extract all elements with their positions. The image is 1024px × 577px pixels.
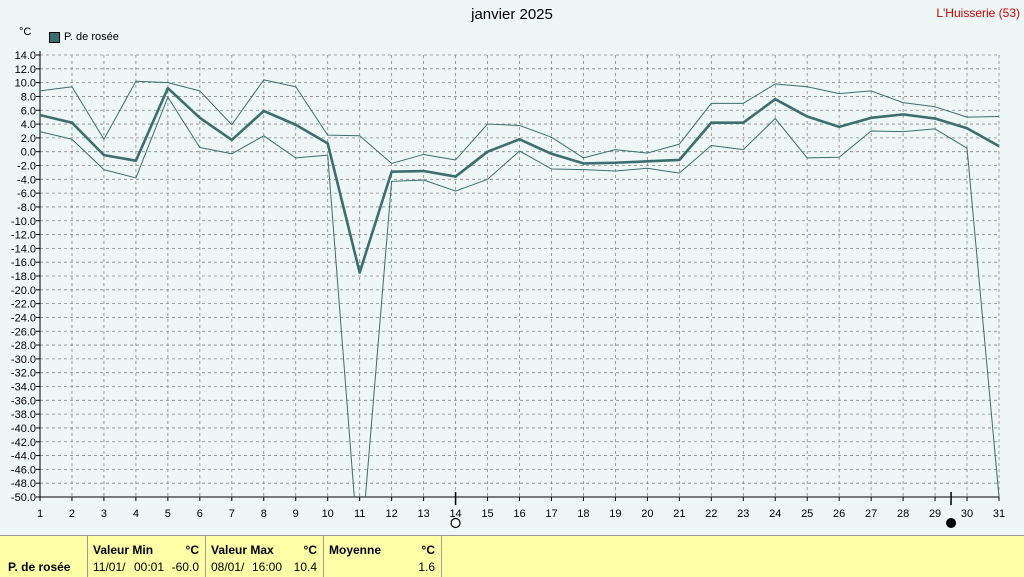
x-tick-label: 6	[197, 508, 203, 520]
y-tick-label: -24.0	[11, 312, 36, 324]
y-tick-label: -16.0	[11, 257, 36, 269]
legend: P. de rosée	[49, 31, 119, 43]
stats-footer: P. de rosée Valeur Min °C 11/01/ 00:01 -…	[0, 535, 1024, 577]
y-tick-label: -26.0	[11, 326, 36, 338]
x-tick-label: 31	[993, 508, 1005, 520]
x-tick-label: 17	[545, 508, 557, 520]
y-tick-label: 10.0	[15, 78, 36, 90]
stats-row-label: P. de rosée	[8, 560, 71, 574]
x-tick-label: 30	[961, 508, 973, 520]
y-tick-label: -48.0	[11, 478, 36, 490]
y-tick-label: -46.0	[11, 464, 36, 476]
x-tick-label: 4	[133, 508, 139, 520]
y-tick-label: -22.0	[11, 299, 36, 311]
y-tick-label: 6.0	[21, 105, 36, 117]
y-tick-label: 0.0	[21, 147, 36, 159]
y-tick-label: -10.0	[11, 216, 36, 228]
y-tick-label: 12.0	[15, 64, 36, 76]
series-line-max	[40, 79, 1000, 164]
max-unit: °C	[303, 543, 317, 557]
y-tick-label: 8.0	[21, 91, 36, 103]
x-tick-label: 28	[897, 508, 909, 520]
y-tick-label: -8.0	[17, 202, 36, 214]
x-tick-label: 27	[865, 508, 877, 520]
mean-unit: °C	[421, 543, 435, 557]
x-tick-label: 26	[833, 508, 845, 520]
x-tick-label: 12	[386, 508, 398, 520]
stats-mean-cell: Moyenne °C 1.6	[324, 536, 442, 577]
full-moon-marker	[946, 518, 957, 528]
y-tick-label: -44.0	[11, 451, 36, 463]
x-tick-label: 13	[417, 508, 429, 520]
new-moon-marker	[450, 517, 461, 529]
y-unit-label: °C	[19, 26, 32, 38]
x-tick-label: 8	[261, 508, 267, 520]
y-tick-label: -50.0	[11, 492, 36, 504]
series-line-mean	[40, 86, 1000, 274]
y-tick-label: -28.0	[11, 340, 36, 352]
y-tick-label: 4.0	[21, 119, 36, 131]
y-tick-label: -6.0	[17, 188, 36, 200]
max-date: 08/01/	[211, 560, 245, 574]
y-tick-label: 2.0	[21, 133, 36, 145]
min-time: 00:01	[134, 560, 165, 574]
stats-min-cell: Valeur Min °C 11/01/ 00:01 -60.0	[88, 536, 206, 577]
min-header: Valeur Min	[93, 543, 154, 557]
y-tick-label: -38.0	[11, 409, 36, 421]
mean-header: Moyenne	[329, 543, 382, 557]
x-tick-label: 3	[101, 508, 107, 520]
x-tick-label: 1	[37, 508, 43, 520]
x-tick-label: 16	[513, 508, 525, 520]
y-tick-label: -2.0	[17, 161, 36, 173]
x-tick-label: 14	[449, 508, 461, 520]
stats-max-cell: Valeur Max °C 08/01/ 16:00 10.4	[206, 536, 324, 577]
x-tick-label: 29	[929, 508, 941, 520]
x-tick-label: 18	[577, 508, 589, 520]
x-tick-label: 21	[673, 508, 685, 520]
x-tick-label: 20	[641, 508, 653, 520]
min-value: -60.0	[171, 560, 199, 574]
legend-label: P. de rosée	[64, 31, 119, 43]
station-name: L'Huisserie (53)	[936, 6, 1020, 20]
x-tick-label: 23	[737, 508, 749, 520]
max-header: Valeur Max	[211, 543, 274, 557]
y-tick-label: -4.0	[17, 174, 36, 186]
stats-row-label-cell: P. de rosée	[0, 536, 88, 577]
x-tick-label: 5	[165, 508, 171, 520]
mean-value: 1.6	[418, 560, 435, 574]
y-tick-label: -32.0	[11, 368, 36, 380]
x-tick-label: 19	[609, 508, 621, 520]
x-tick-label: 9	[293, 508, 299, 520]
max-time: 16:00	[252, 560, 283, 574]
x-tick-label: 7	[229, 508, 235, 520]
x-tick-label: 22	[705, 508, 717, 520]
x-tick-label: 10	[322, 508, 334, 520]
min-unit: °C	[185, 543, 199, 557]
min-date: 11/01/	[93, 560, 126, 574]
chart-title: janvier 2025	[471, 6, 553, 23]
x-tick-label: 15	[481, 508, 493, 520]
y-tick-label: -36.0	[11, 395, 36, 407]
y-tick-label: -18.0	[11, 271, 36, 283]
y-tick-label: -40.0	[11, 423, 36, 435]
dewpoint-chart: 14.0 12.0 10.08.0 6.0 4.0 2.0 0.0 -2.0-4.0 -6.0 -…	[11, 50, 1005, 529]
series-line-min	[40, 96, 1000, 497]
x-tick-label: 24	[769, 508, 781, 520]
y-tick-label: -30.0	[11, 354, 36, 366]
x-tick-label: 2	[69, 508, 75, 520]
y-tick-label: -34.0	[11, 382, 36, 394]
y-tick-label: 14.0	[15, 50, 36, 62]
y-tick-label: -14.0	[11, 243, 36, 255]
legend-swatch	[49, 31, 60, 43]
y-tick-label: -42.0	[11, 437, 36, 449]
x-tick-label: 25	[801, 508, 813, 520]
y-tick-label: -12.0	[11, 230, 36, 242]
x-tick-label: 11	[354, 508, 365, 520]
y-tick-label: -20.0	[11, 285, 36, 297]
max-value: 10.4	[293, 560, 317, 574]
